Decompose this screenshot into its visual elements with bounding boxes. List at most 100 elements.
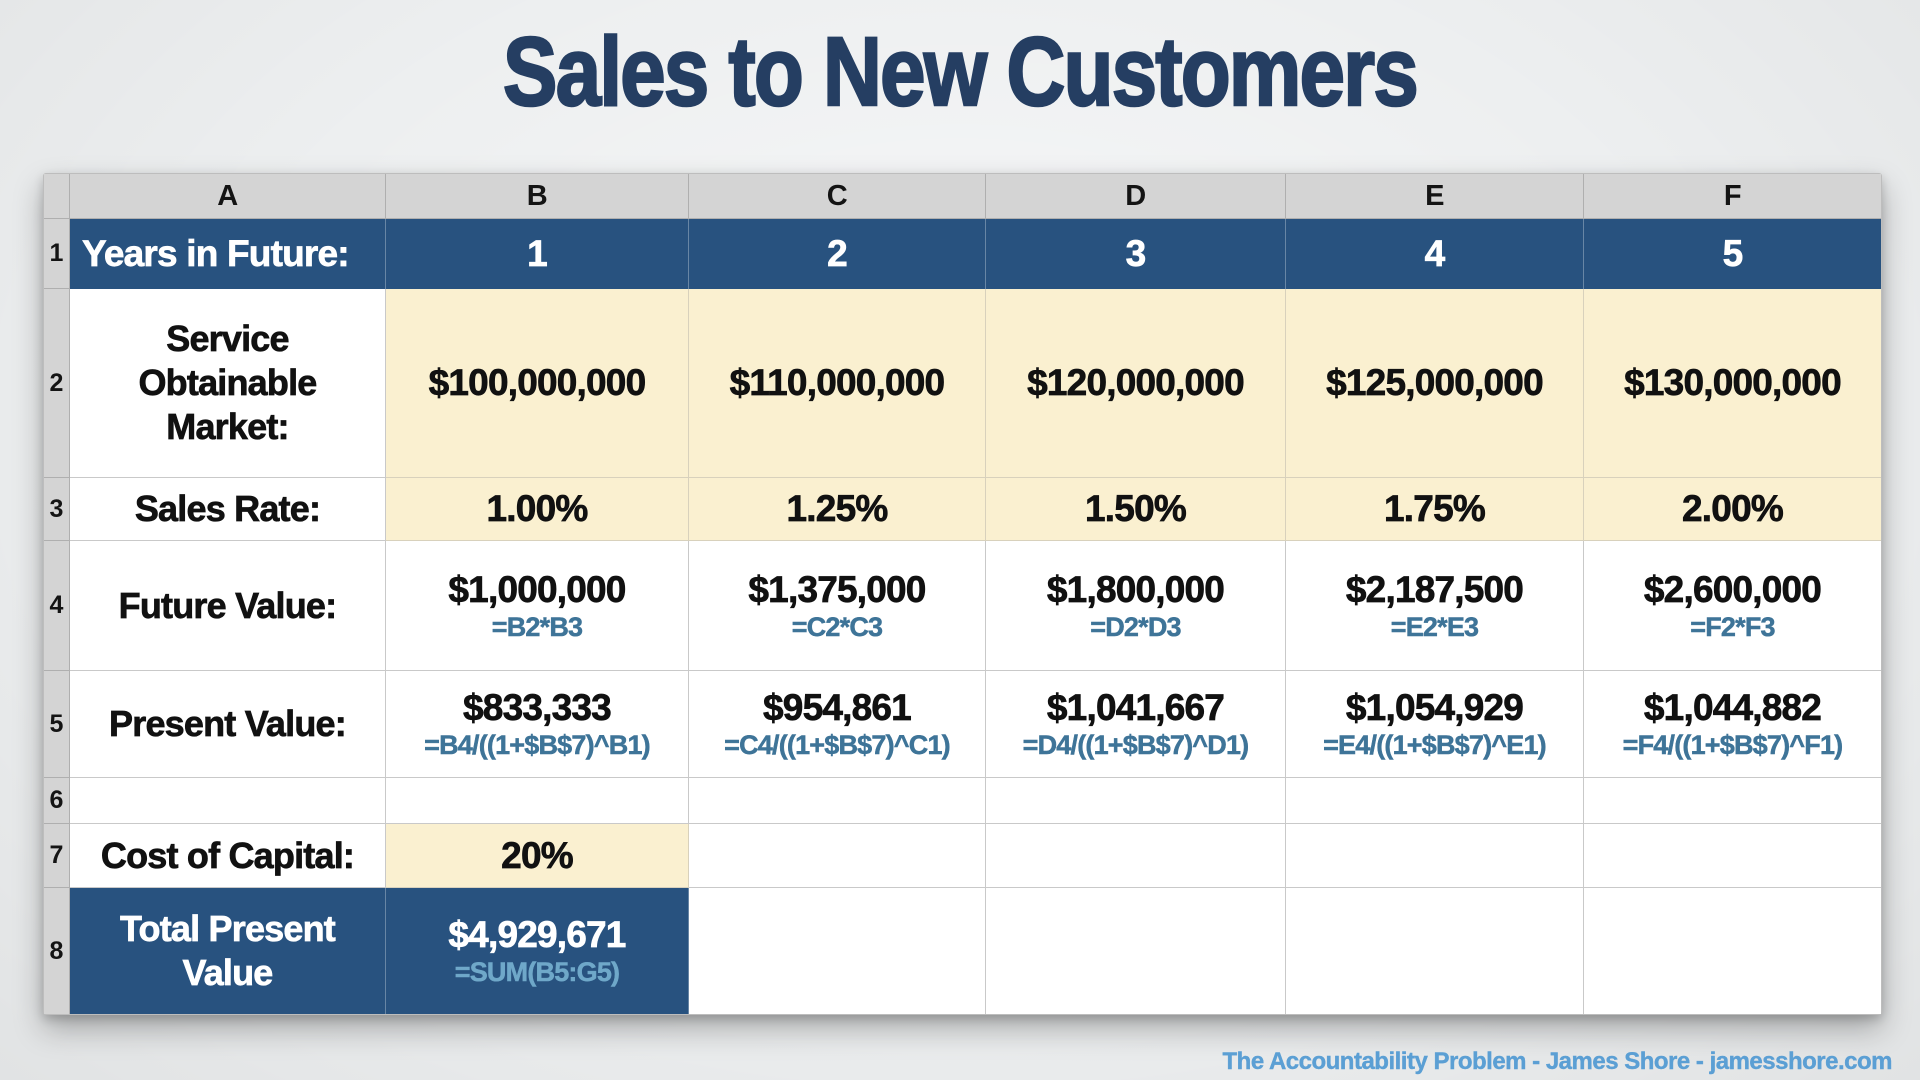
years-value: 3 — [1125, 233, 1146, 275]
rate-label: Sales Rate: — [134, 488, 321, 530]
present-formula: =F4/((1+$B$7)^F1) — [1622, 730, 1843, 761]
present-formula: =B4/((1+$B$7)^B1) — [424, 730, 651, 761]
col-header-label: B — [526, 179, 548, 212]
cell-D7 — [986, 824, 1286, 888]
cell-E2: $125,000,000 — [1286, 289, 1584, 478]
row-number-7: 7 — [44, 824, 70, 888]
cell-F2: $130,000,000 — [1584, 289, 1881, 478]
market-value: $120,000,000 — [1027, 362, 1245, 404]
cell-D6 — [986, 778, 1286, 824]
cell-D5: $1,041,667 =D4/((1+$B$7)^D1) — [986, 671, 1286, 778]
years-value: 4 — [1424, 233, 1445, 275]
rate-value: 1.25% — [786, 488, 888, 530]
slide-title: Sales to New Customers — [502, 16, 1420, 128]
present-value: $954,861 — [763, 687, 912, 729]
row-number-6: 6 — [44, 778, 70, 824]
cell-C1: 2 — [689, 219, 986, 289]
cell-C3: 1.25% — [689, 478, 986, 541]
present-formula: =C4/((1+$B$7)^C1) — [724, 730, 951, 761]
col-header-F: F — [1584, 174, 1881, 219]
cell-A8: Total Present Value — [70, 888, 386, 1014]
cell-E6 — [1286, 778, 1584, 824]
cell-F3: 2.00% — [1584, 478, 1881, 541]
cell-E4: $2,187,500 =E2*E3 — [1286, 541, 1584, 671]
col-header-A: A — [70, 174, 386, 219]
row-number-5: 5 — [44, 671, 70, 778]
cell-C8 — [689, 888, 986, 1014]
col-header-D: D — [986, 174, 1286, 219]
cell-B8: $4,929,671 =SUM(B5:G5) — [386, 888, 689, 1014]
col-header-label: C — [826, 179, 848, 212]
cell-C2: $110,000,000 — [689, 289, 986, 478]
cell-C6 — [689, 778, 986, 824]
cell-D2: $120,000,000 — [986, 289, 1286, 478]
cell-F7 — [1584, 824, 1881, 888]
cell-E8 — [1286, 888, 1584, 1014]
capital-value: 20% — [501, 834, 574, 876]
market-label: Service Obtainable Market: — [138, 318, 318, 448]
total-label: Total Present Value — [120, 908, 337, 994]
col-header-label: A — [217, 179, 238, 212]
cell-C4: $1,375,000 =C2*C3 — [689, 541, 986, 671]
cell-C7 — [689, 824, 986, 888]
row-number-1: 1 — [44, 219, 70, 289]
row-number-4: 4 — [44, 541, 70, 671]
cell-D4: $1,800,000 =D2*D3 — [986, 541, 1286, 671]
present-formula: =E4/((1+$B$7)^E1) — [1323, 730, 1547, 761]
cell-E3: 1.75% — [1286, 478, 1584, 541]
cell-B4: $1,000,000 =B2*B3 — [386, 541, 689, 671]
cell-A4: Future Value: — [70, 541, 386, 671]
years-value: 5 — [1722, 233, 1743, 275]
future-value: $1,000,000 — [448, 568, 627, 610]
col-header-E: E — [1286, 174, 1584, 219]
corner-cell — [44, 174, 70, 219]
cell-A3: Sales Rate: — [70, 478, 386, 541]
future-formula: =D2*D3 — [1090, 611, 1182, 642]
footer-credit: The Accountability Problem - James Shore… — [1222, 1048, 1892, 1075]
years-label: Years in Future: — [82, 233, 350, 275]
future-formula: =B2*B3 — [491, 611, 583, 642]
cell-B7: 20% — [386, 824, 689, 888]
cell-D8 — [986, 888, 1286, 1014]
cell-A5: Present Value: — [70, 671, 386, 778]
cell-B5: $833,333 =B4/((1+$B$7)^B1) — [386, 671, 689, 778]
col-header-B: B — [386, 174, 689, 219]
row-number-8: 8 — [44, 888, 70, 1014]
present-value: $1,041,667 — [1046, 687, 1226, 729]
cell-B6 — [386, 778, 689, 824]
row-number-3: 3 — [44, 478, 70, 541]
years-value: 2 — [827, 233, 848, 275]
cell-A2: Service Obtainable Market: — [70, 289, 386, 478]
cell-B3: 1.00% — [386, 478, 689, 541]
cell-E1: 4 — [1286, 219, 1584, 289]
market-value: $110,000,000 — [729, 362, 945, 404]
cell-A1: Years in Future: — [70, 219, 386, 289]
cell-D3: 1.50% — [986, 478, 1286, 541]
future-formula: =C2*C3 — [791, 611, 883, 642]
years-value: 1 — [527, 233, 548, 275]
cell-E5: $1,054,929 =E4/((1+$B$7)^E1) — [1286, 671, 1584, 778]
cell-B1: 1 — [386, 219, 689, 289]
cell-F1: 5 — [1584, 219, 1881, 289]
cell-F6 — [1584, 778, 1881, 824]
cell-F4: $2,600,000 =F2*F3 — [1584, 541, 1881, 671]
present-value: $833,333 — [463, 687, 612, 729]
future-value: $2,600,000 — [1643, 568, 1823, 610]
rate-value: 1.75% — [1384, 488, 1486, 530]
cell-A7: Cost of Capital: — [70, 824, 386, 888]
present-formula: =D4/((1+$B$7)^D1) — [1022, 730, 1249, 761]
total-formula: =SUM(B5:G5) — [454, 957, 620, 988]
cell-E7 — [1286, 824, 1584, 888]
market-value: $125,000,000 — [1326, 362, 1544, 404]
cell-F8 — [1584, 888, 1881, 1014]
future-formula: =E2*E3 — [1390, 611, 1479, 642]
future-value: $1,375,000 — [748, 568, 927, 610]
rate-value: 1.00% — [486, 488, 588, 530]
market-value: $100,000,000 — [428, 362, 646, 404]
future-value: $1,800,000 — [1046, 568, 1226, 610]
future-formula: =F2*F3 — [1690, 611, 1776, 642]
cell-D1: 3 — [986, 219, 1286, 289]
future-label: Future Value: — [118, 584, 337, 626]
rate-value: 1.50% — [1085, 488, 1187, 530]
col-header-label: D — [1125, 179, 1146, 212]
